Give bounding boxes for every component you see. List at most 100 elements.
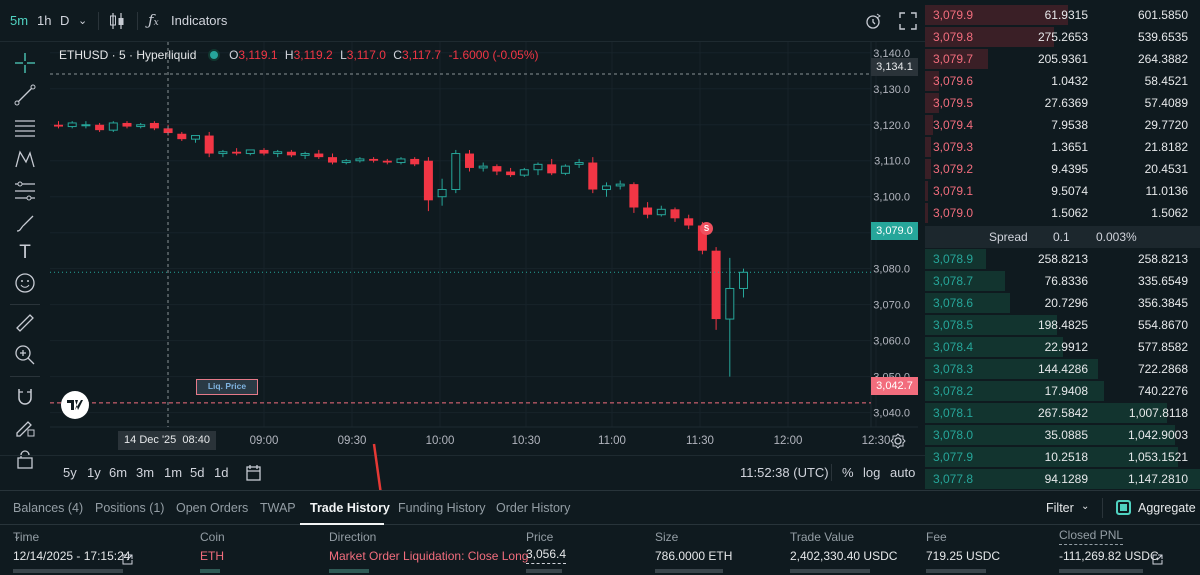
ask-size: 9.4395 xyxy=(1051,162,1088,176)
tab-balances[interactable]: Balances (4) xyxy=(13,501,84,515)
candle-body xyxy=(191,135,200,140)
ask-row[interactable]: 3,079.9 61.9315 601.5850 xyxy=(925,4,1200,26)
range-1m-button[interactable]: 1m xyxy=(164,465,183,480)
external-link-icon[interactable] xyxy=(122,550,133,572)
bid-row[interactable]: 3,078.5 198.4825 554.8670 xyxy=(925,314,1200,336)
ruler-icon[interactable] xyxy=(12,310,38,336)
ask-price: 3,079.0 xyxy=(933,206,974,220)
range-1y-button[interactable]: 1y xyxy=(87,465,101,480)
indicators-button[interactable]: Indicators xyxy=(171,13,228,28)
replay-icon[interactable] xyxy=(864,11,884,34)
range-6m-button[interactable]: 6m xyxy=(109,465,128,480)
change-value: -1.6000 (-0.05%) xyxy=(448,48,539,62)
liq-price-label[interactable]: Liq. Price xyxy=(196,379,258,395)
candle-body xyxy=(602,185,611,191)
ask-row[interactable]: 3,079.0 1.5062 1.5062 xyxy=(925,202,1200,224)
candle-body xyxy=(273,151,283,155)
sort-down-icon[interactable]: ⌄ xyxy=(13,531,22,542)
bid-size: 144.4286 xyxy=(1037,362,1088,376)
crosshair-icon[interactable] xyxy=(12,50,38,76)
aggregate-label[interactable]: Aggregate xyxy=(1138,501,1196,515)
tab-trade-history[interactable]: Trade History xyxy=(310,501,390,515)
interval-5m-button[interactable]: 5m xyxy=(10,13,29,28)
tab-twap[interactable]: TWAP xyxy=(260,501,296,515)
utc-clock[interactable]: 11:52:38 (UTC) xyxy=(740,465,829,480)
ask-row[interactable]: 3,079.1 9.5074 11.0136 xyxy=(925,180,1200,202)
auto-toggle[interactable]: auto xyxy=(890,465,916,480)
candle-body xyxy=(108,122,118,131)
brush-icon[interactable] xyxy=(12,210,38,236)
magnet-icon[interactable] xyxy=(12,384,38,410)
horizontal-lines-icon[interactable] xyxy=(12,114,38,140)
range-5y-button[interactable]: 5y xyxy=(63,465,77,480)
interval-1h-button[interactable]: 1h xyxy=(37,13,52,28)
range-5d-button[interactable]: 5d xyxy=(190,465,205,480)
x-tick-label: 11:30 xyxy=(686,435,714,447)
ask-row[interactable]: 3,079.8 275.2653 539.6535 xyxy=(925,26,1200,48)
tradingview-logo-icon[interactable] xyxy=(61,391,89,419)
bid-size: 258.8213 xyxy=(1037,252,1088,266)
chevron-down-icon[interactable]: ⌄ xyxy=(1081,501,1090,512)
interval-d-button[interactable]: D xyxy=(60,13,70,28)
ask-row[interactable]: 3,079.4 7.9538 29.7720 xyxy=(925,114,1200,136)
text-icon[interactable]: T xyxy=(19,242,31,263)
ask-size: 205.9361 xyxy=(1037,52,1088,66)
range-1d-button[interactable]: 1d xyxy=(214,465,229,480)
bid-row[interactable]: 3,078.0 35.0885 1,042.9003 xyxy=(925,424,1200,446)
ask-total: 58.4521 xyxy=(1144,74,1188,88)
ask-row[interactable]: 3,079.7 205.9361 264.3882 xyxy=(925,48,1200,70)
aggregate-checkbox[interactable] xyxy=(1116,500,1131,515)
ask-total: 601.5850 xyxy=(1137,8,1188,22)
share-icon[interactable] xyxy=(1152,550,1163,572)
tab-positions[interactable]: Positions (1) xyxy=(95,501,165,515)
settings-icon[interactable] xyxy=(890,433,906,452)
bid-row[interactable]: 3,078.3 144.4286 722.2868 xyxy=(925,358,1200,380)
bid-row[interactable]: 3,078.9 258.8213 258.8213 xyxy=(925,248,1200,270)
ask-row[interactable]: 3,079.6 1.0432 58.4521 xyxy=(925,70,1200,92)
tab-order-history[interactable]: Order History xyxy=(496,501,571,515)
bid-price: 3,078.3 xyxy=(933,362,974,376)
trend-line-icon[interactable] xyxy=(12,82,38,108)
fullscreen-icon[interactable] xyxy=(899,12,917,33)
price-chart[interactable]: 3,140.03,130.03,120.03,110.03,100.03,090… xyxy=(50,42,918,487)
divider xyxy=(98,12,99,30)
symbol-label[interactable]: ETHUSD · 5 · Hyperliquid xyxy=(59,48,197,62)
lock-icon[interactable] xyxy=(12,446,38,472)
ask-size: 275.2653 xyxy=(1037,30,1088,44)
bid-row[interactable]: 3,078.4 22.9912 577.8582 xyxy=(925,336,1200,358)
bid-row[interactable]: 3,077.8 94.1289 1,147.2810 xyxy=(925,468,1200,490)
calendar-icon[interactable] xyxy=(245,464,263,485)
bid-price: 3,077.8 xyxy=(933,472,974,486)
row-price[interactable]: 3,056.4 xyxy=(526,545,567,564)
candle-body xyxy=(437,189,447,198)
log-toggle[interactable]: log xyxy=(863,465,881,480)
bid-row[interactable]: 3,078.7 76.8336 335.6549 xyxy=(925,270,1200,292)
bid-row[interactable]: 3,078.2 17.9408 740.2276 xyxy=(925,380,1200,402)
bid-row[interactable]: 3,077.9 10.2518 1,053.1521 xyxy=(925,446,1200,468)
tab-open-orders[interactable]: Open Orders xyxy=(176,501,249,515)
bid-total: 356.3845 xyxy=(1137,296,1188,310)
filter-button[interactable]: Filter xyxy=(1046,501,1074,515)
bid-row[interactable]: 3,078.6 20.7296 356.3845 xyxy=(925,292,1200,314)
pattern-icon[interactable] xyxy=(12,146,38,172)
ask-row[interactable]: 3,079.2 9.4395 20.4531 xyxy=(925,158,1200,180)
col-closed-pnl[interactable]: Closed PNL xyxy=(1059,526,1124,545)
bid-row[interactable]: 3,078.1 267.5842 1,007.8118 xyxy=(925,402,1200,424)
candles-icon[interactable] xyxy=(109,11,125,34)
tab-funding-history[interactable]: Funding History xyxy=(398,501,486,515)
chart-area[interactable]: 3,140.03,130.03,120.03,110.03,100.03,090… xyxy=(50,42,918,487)
percent-toggle[interactable]: % xyxy=(842,465,854,480)
candle-body xyxy=(54,124,63,127)
zoom-in-icon[interactable] xyxy=(12,342,38,368)
ask-price: 3,079.6 xyxy=(933,74,974,88)
ask-row[interactable]: 3,079.5 27.6369 57.4089 xyxy=(925,92,1200,114)
pencil-lock-icon[interactable] xyxy=(12,414,38,440)
fib-icon[interactable] xyxy=(12,178,38,204)
range-3m-button[interactable]: 3m xyxy=(136,465,155,480)
ask-row[interactable]: 3,079.3 1.3651 21.8182 xyxy=(925,136,1200,158)
emoji-icon[interactable] xyxy=(12,270,38,296)
function-icon[interactable]: ƒx xyxy=(148,11,159,29)
row-coin[interactable]: ETH xyxy=(200,549,224,563)
sell-marker[interactable]: S xyxy=(700,222,713,235)
chevron-down-icon[interactable]: ⌄ xyxy=(78,15,88,27)
